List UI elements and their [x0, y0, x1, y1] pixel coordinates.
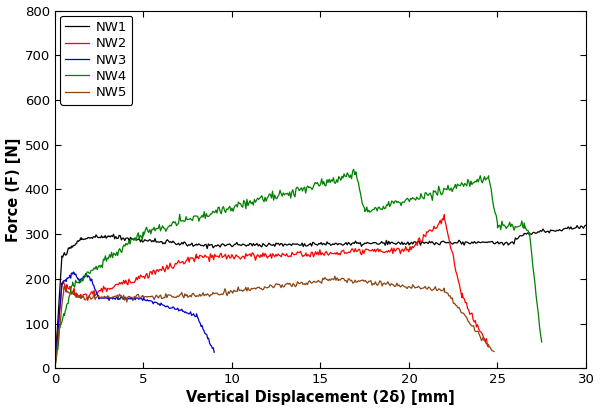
NW2	[178, 260, 185, 265]
NW2	[59, 282, 66, 286]
Legend: NW1, NW2, NW3, NW4, NW5: NW1, NW2, NW3, NW4, NW5	[60, 16, 133, 104]
NW5	[409, 282, 416, 287]
NW1	[226, 241, 233, 246]
NW4	[260, 199, 268, 204]
NW4	[79, 279, 86, 284]
NW2	[441, 212, 448, 217]
Line: NW4: NW4	[55, 169, 542, 368]
NW3	[82, 271, 89, 276]
NW4	[116, 246, 124, 251]
NW5	[256, 285, 263, 290]
NW4	[350, 167, 357, 172]
NW3	[166, 305, 173, 310]
Y-axis label: Force (F) [N]: Force (F) [N]	[5, 137, 20, 242]
NW1	[64, 249, 71, 254]
NW1	[459, 240, 466, 245]
NW1	[51, 365, 58, 369]
NW4	[69, 280, 76, 285]
NW1	[131, 236, 139, 241]
NW2	[389, 251, 397, 256]
NW3	[211, 350, 218, 355]
NW2	[485, 344, 492, 349]
NW2	[115, 282, 122, 287]
NW2	[51, 365, 58, 369]
Line: NW3: NW3	[55, 272, 214, 368]
NW5	[471, 328, 478, 333]
NW5	[331, 274, 338, 279]
NW5	[60, 289, 67, 294]
NW5	[233, 289, 241, 294]
X-axis label: Vertical Displacement (2δ) [mm]: Vertical Displacement (2δ) [mm]	[186, 390, 455, 405]
NW2	[146, 269, 154, 274]
NW3	[98, 296, 106, 301]
NW5	[490, 349, 497, 354]
NW3	[142, 298, 149, 302]
Line: NW2: NW2	[55, 215, 488, 367]
Line: NW1: NW1	[55, 225, 586, 367]
NW3	[70, 270, 77, 275]
NW3	[166, 306, 173, 311]
NW4	[51, 366, 58, 371]
NW1	[103, 234, 110, 239]
NW1	[583, 223, 590, 228]
NW5	[51, 366, 58, 371]
NW5	[184, 292, 191, 297]
NW4	[200, 209, 208, 214]
NW4	[538, 339, 545, 344]
NW1	[329, 241, 337, 246]
NW2	[105, 286, 112, 291]
NW4	[466, 184, 473, 189]
Line: NW5: NW5	[55, 276, 494, 368]
NW3	[104, 295, 112, 300]
NW3	[51, 366, 58, 371]
